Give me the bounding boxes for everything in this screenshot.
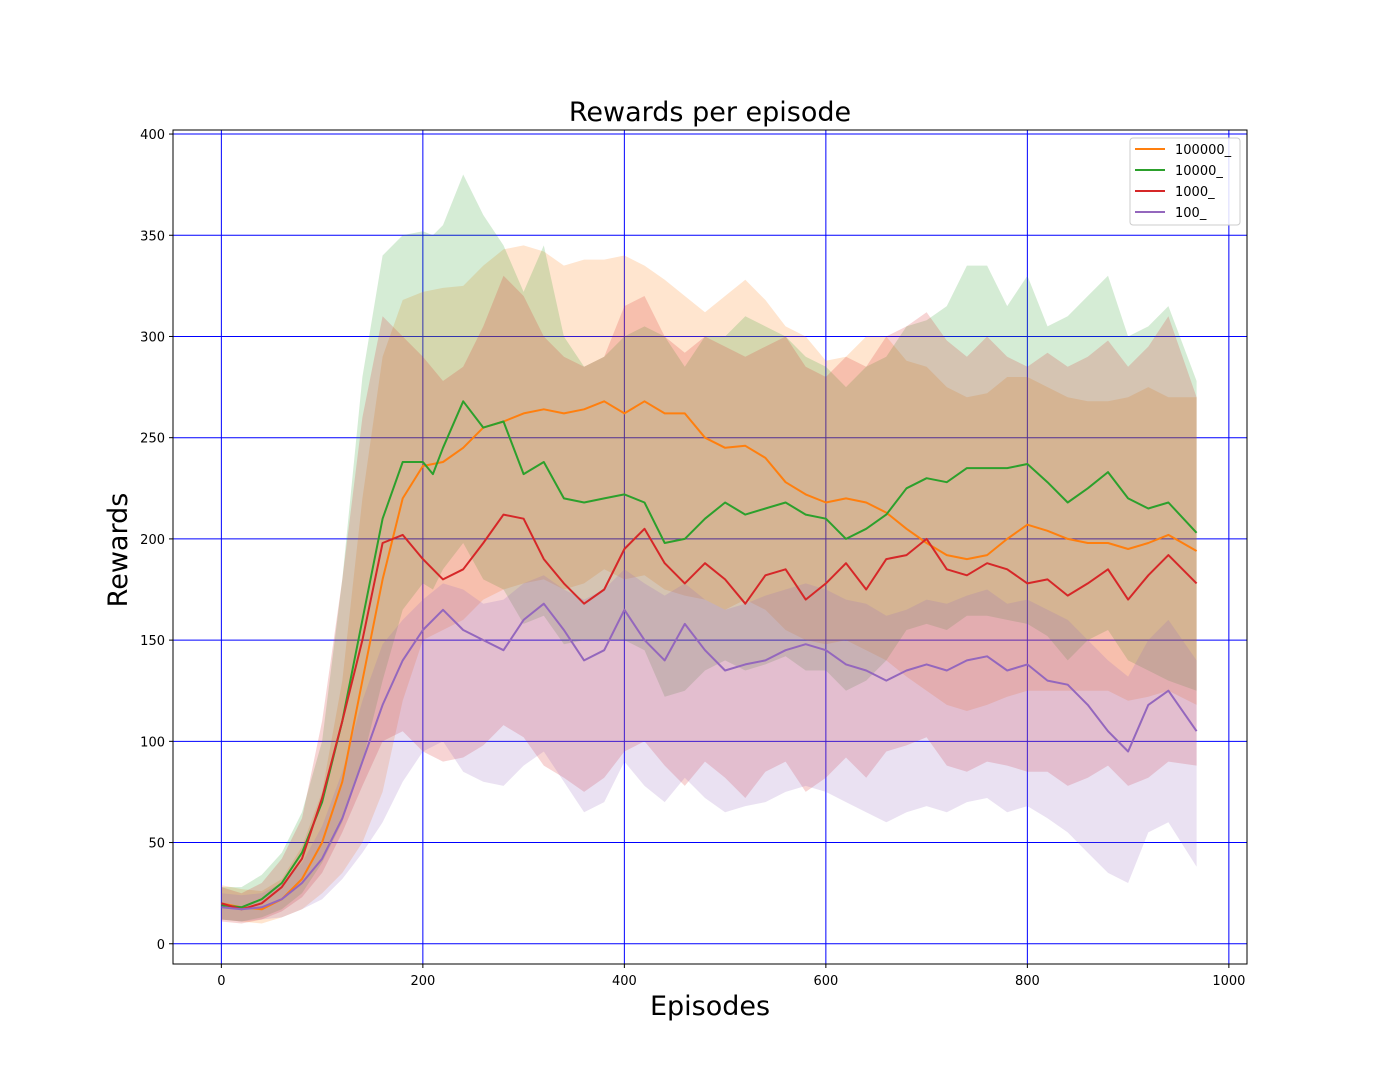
y-tick-label: 50: [148, 837, 165, 852]
y-tick-label: 0: [157, 938, 165, 953]
y-tick-label: 200: [140, 533, 165, 548]
x-tick-label: 200: [410, 974, 435, 989]
y-tick-label: 250: [140, 432, 165, 447]
band-10000: [221, 174, 1197, 922]
x-tick-label: 600: [813, 974, 838, 989]
chart-title: Rewards per episode: [569, 97, 851, 128]
x-tick-label: 0: [217, 974, 225, 989]
x-tick-label: 800: [1015, 974, 1040, 989]
legend-label: 100_: [1175, 206, 1207, 221]
x-tick-label: 1000: [1212, 974, 1245, 989]
confidence-bands: [221, 174, 1197, 924]
y-tick-label: 350: [140, 229, 165, 244]
band-100: [221, 569, 1197, 922]
line-1000: [221, 513, 1198, 911]
x-tick-label: 400: [612, 974, 637, 989]
band-1000: [221, 275, 1197, 924]
line-100: [221, 602, 1198, 911]
gridlines: [173, 130, 1247, 964]
legend: 100000_ 10000_ 1000_ 100_: [1129, 137, 1241, 226]
x-axis-title: Episodes: [650, 991, 770, 1022]
y-tick-label: 150: [140, 634, 165, 649]
y-axis-title: Rewards: [103, 493, 134, 608]
axis-ticks: 0 200 400 600 800 1000 0 50 100 150 200 250 300 350 40…: [140, 128, 1245, 989]
line-10000: [221, 400, 1198, 909]
legend-box: [1129, 137, 1241, 226]
y-tick-label: 300: [140, 330, 165, 345]
legend-label: 10000_: [1175, 164, 1223, 179]
legend-label: 100000_: [1175, 143, 1232, 158]
line-100000: [221, 400, 1198, 911]
plot-frame: [172, 129, 1248, 965]
series-lines: [221, 400, 1198, 911]
y-tick-label: 400: [140, 128, 165, 143]
band-100000: [221, 245, 1197, 924]
legend-label: 1000_: [1175, 185, 1215, 200]
y-tick-label: 100: [140, 735, 165, 750]
